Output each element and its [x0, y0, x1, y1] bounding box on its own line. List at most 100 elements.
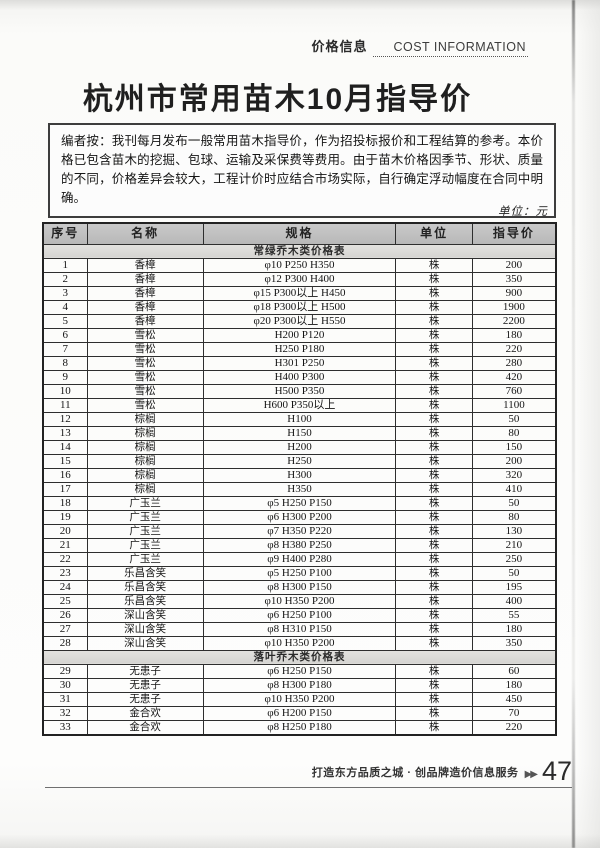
- cell-no: 31: [42, 691, 88, 707]
- cell-price: 450: [471, 691, 557, 707]
- cell-unit: 株: [395, 271, 473, 287]
- table-row: 17 棕榈 H350 株 410: [42, 481, 557, 497]
- cell-no: 1: [42, 257, 88, 273]
- cell-no: 27: [42, 621, 88, 637]
- cell-unit: 株: [395, 467, 473, 483]
- cell-unit: 株: [395, 691, 473, 707]
- cell-no: 24: [42, 579, 88, 595]
- footer-slogan: 打造东方品质之城 · 创品牌造价信息服务: [311, 767, 519, 779]
- cell-name: 无患子: [86, 691, 204, 707]
- cell-no: 19: [42, 509, 88, 525]
- cell-unit: 株: [395, 705, 473, 721]
- cell-name: 香樟: [86, 271, 204, 287]
- page-title: 杭州市常用苗木10月指导价: [82, 83, 473, 116]
- cell-no: 14: [42, 439, 88, 455]
- table-row: 30 无患子 φ8 H300 P180 株 180: [42, 677, 557, 693]
- cell-spec: H350: [202, 481, 397, 497]
- table-row: 3 香樟 φ15 P300以上 H450 株 900: [42, 285, 557, 301]
- cell-spec: φ5 H250 P100: [202, 565, 397, 581]
- cell-price: 350: [471, 271, 557, 287]
- cell-no: 15: [42, 453, 88, 469]
- cell-name: 广玉兰: [86, 495, 204, 511]
- running-header-cn: 价格信息: [311, 39, 368, 54]
- page-footer: 打造东方品质之城 · 创品牌造价信息服务 ▶▶ 47: [312, 755, 572, 785]
- cell-spec: H250 P180: [202, 341, 397, 357]
- price-table-body: 常绿乔木类价格表 1 香樟 φ10 P250 H350 株 200 2 香樟 φ12 P300 …: [42, 243, 557, 735]
- cell-price: 195: [471, 579, 557, 595]
- cell-name: 雪松: [86, 341, 204, 357]
- cell-spec: φ8 H300 P180: [202, 677, 397, 693]
- table-row: 20 广玉兰 φ7 H350 P220 株 130: [42, 523, 557, 539]
- cell-unit: 株: [395, 355, 473, 371]
- cell-spec: H150: [202, 425, 397, 441]
- cell-spec: φ8 H300 P150: [202, 579, 397, 595]
- table-row: 22 广玉兰 φ9 H400 P280 株 250: [42, 551, 557, 567]
- cell-name: 棕榈: [86, 453, 204, 469]
- cell-price: 55: [471, 607, 557, 623]
- table-row: 5 香樟 φ20 P300以上 H550 株 2200: [42, 313, 557, 329]
- footer-rule: [45, 787, 572, 788]
- cell-no: 2: [42, 271, 88, 287]
- cell-price: 180: [471, 621, 557, 637]
- cell-price: 900: [471, 285, 557, 301]
- cell-price: 350: [471, 635, 557, 651]
- cell-price: 210: [471, 537, 557, 553]
- cell-price: 180: [471, 677, 557, 693]
- cell-unit: 株: [395, 663, 473, 679]
- cell-price: 130: [471, 523, 557, 539]
- cell-price: 50: [471, 495, 557, 511]
- unit-label: 单位：元: [498, 206, 548, 218]
- cell-no: 7: [42, 341, 88, 357]
- cell-name: 金合欢: [86, 705, 204, 721]
- table-row: 18 广玉兰 φ5 H250 P150 株 50: [42, 495, 557, 511]
- section-title: 常绿乔木类价格表: [42, 243, 557, 259]
- cell-price: 760: [471, 383, 557, 399]
- table-row: 33 金合欢 φ8 H250 P180 株 220: [42, 719, 557, 735]
- cell-name: 香樟: [86, 257, 204, 273]
- table-row: 32 金合欢 φ6 H200 P150 株 70: [42, 705, 557, 721]
- cell-spec: φ6 H250 P100: [202, 607, 397, 623]
- cell-name: 香樟: [86, 299, 204, 315]
- cell-unit: 株: [395, 481, 473, 497]
- cell-spec: φ10 H350 P200: [202, 691, 397, 707]
- page-fold-line: [572, 0, 575, 848]
- cell-unit: 株: [395, 621, 473, 637]
- page-edge-shadow-right: [575, 0, 600, 848]
- cell-no: 12: [42, 411, 88, 427]
- cell-unit: 株: [395, 579, 473, 595]
- cell-name: 广玉兰: [86, 551, 204, 567]
- cell-name: 棕榈: [86, 425, 204, 441]
- col-header-unit: 单位: [395, 222, 473, 245]
- cell-no: 11: [42, 397, 88, 413]
- cell-unit: 株: [395, 537, 473, 553]
- cell-price: 1900: [471, 299, 557, 315]
- cell-price: 400: [471, 593, 557, 609]
- cell-name: 雪松: [86, 383, 204, 399]
- cell-name: 香樟: [86, 313, 204, 329]
- table-row: 21 广玉兰 φ8 H380 P250 株 210: [42, 537, 557, 553]
- cell-no: 13: [42, 425, 88, 441]
- cell-spec: φ8 H250 P180: [202, 719, 397, 735]
- cell-unit: 株: [395, 551, 473, 567]
- cell-unit: 株: [395, 635, 473, 651]
- cell-price: 420: [471, 369, 557, 385]
- cell-no: 10: [42, 383, 88, 399]
- cell-price: 320: [471, 467, 557, 483]
- cell-unit: 株: [395, 453, 473, 469]
- table-row: 4 香樟 φ18 P300以上 H500 株 1900: [42, 299, 557, 315]
- cell-unit: 株: [395, 313, 473, 329]
- col-header-name: 名称: [86, 222, 204, 245]
- cell-spec: φ8 H380 P250: [202, 537, 397, 553]
- running-header-en: COST INFORMATION: [373, 40, 528, 57]
- cell-unit: 株: [395, 509, 473, 525]
- table-row: 11 雪松 H600 P350以上株 1100: [42, 397, 557, 413]
- editor-note-box: 编者按：我刊每月发布一般常用苗木指导价，作为招投标报价和工程结算的参考。本价格已…: [48, 123, 556, 218]
- cell-no: 29: [42, 663, 88, 679]
- cell-unit: 株: [395, 299, 473, 315]
- table-row: 9 雪松 H400 P300 株 420: [42, 369, 557, 385]
- table-row: 2 香樟 φ12 P300 H400 株 350: [42, 271, 557, 287]
- cell-no: 5: [42, 313, 88, 329]
- cell-unit: 株: [395, 607, 473, 623]
- cell-no: 17: [42, 481, 88, 497]
- cell-price: 250: [471, 551, 557, 567]
